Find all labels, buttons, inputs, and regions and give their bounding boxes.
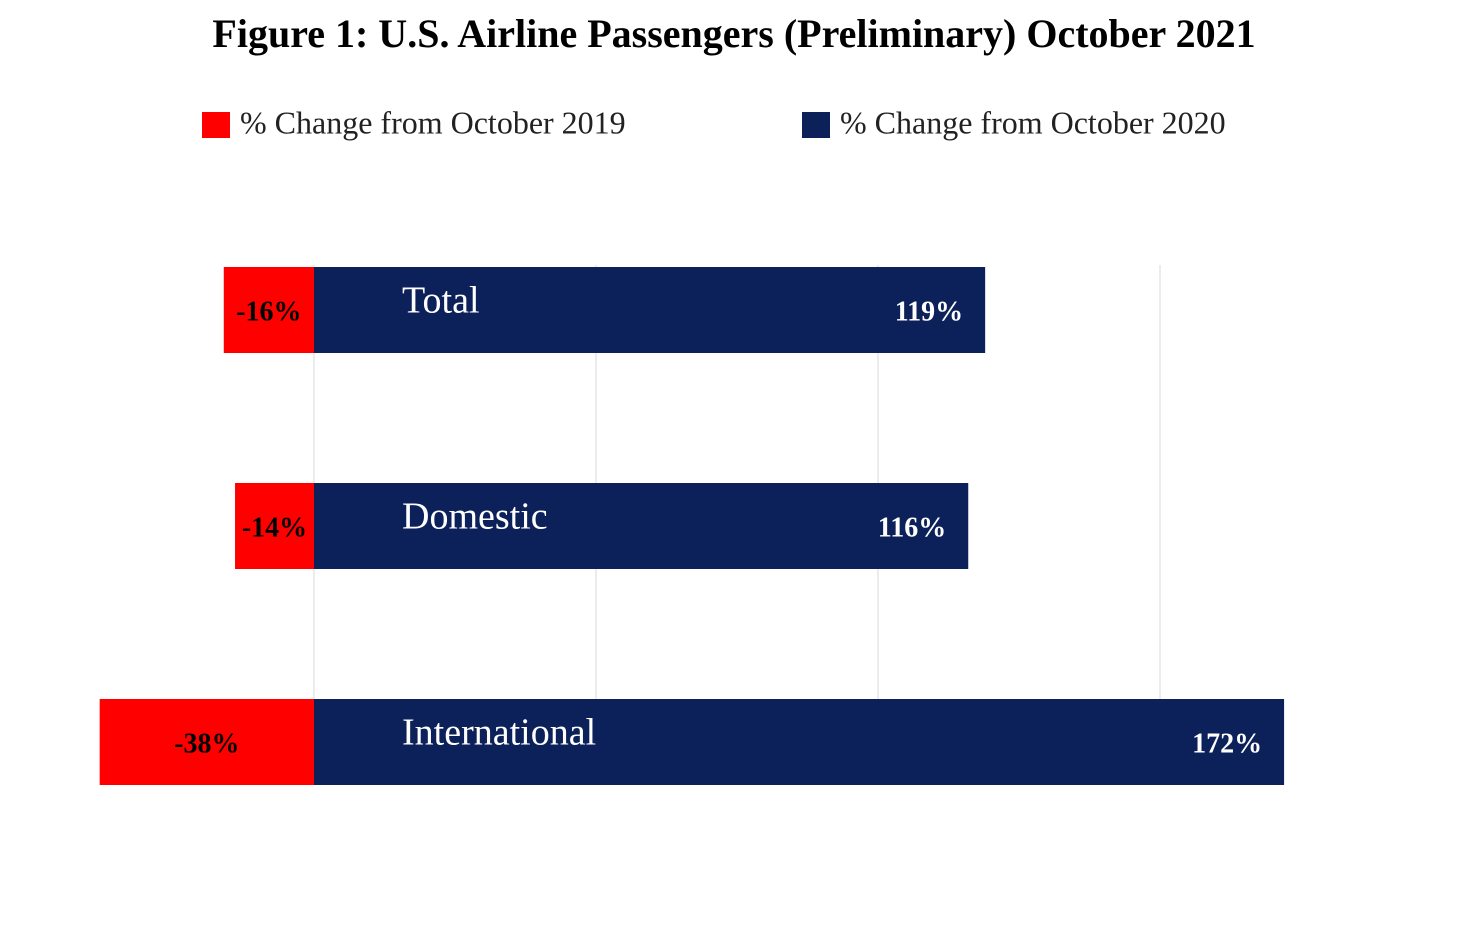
category-label: International — [402, 712, 596, 754]
category-label: Total — [402, 280, 480, 322]
category-label: Domestic — [402, 496, 548, 538]
data-label: 172% — [1192, 728, 1262, 759]
legend-swatch — [802, 112, 830, 138]
data-label: -38% — [174, 728, 239, 759]
legend-label: % Change from October 2020 — [840, 104, 1226, 140]
bar — [223, 267, 314, 353]
bar — [99, 699, 315, 785]
legend-label: % Change from October 2019 — [240, 104, 626, 140]
data-label: -16% — [236, 296, 301, 327]
bar — [314, 267, 986, 353]
data-label: -14% — [242, 512, 307, 543]
chart-title: Figure 1: U.S. Airline Passengers (Preli… — [212, 11, 1255, 56]
bar — [235, 483, 314, 569]
data-label: 119% — [895, 296, 963, 327]
legend-swatch — [202, 112, 230, 138]
bar — [314, 699, 1285, 785]
bar — [314, 483, 969, 569]
data-label: 116% — [878, 512, 946, 543]
